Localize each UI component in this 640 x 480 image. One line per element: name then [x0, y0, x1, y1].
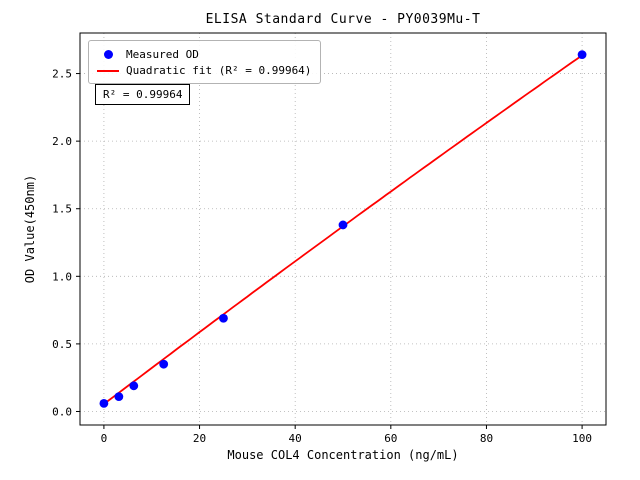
tick-labels: 0 20 40 60 80 100 0.0 0.5 1.0 1.5 2.0 2.5	[52, 68, 592, 445]
legend-label-quadratic-fit: Quadratic fit (R² = 0.99964)	[126, 63, 312, 77]
fit-line-icon	[97, 69, 119, 72]
axis-ticks	[76, 73, 583, 429]
x-tick-label: 40	[289, 432, 302, 445]
y-axis-label: OD Value(450nm)	[23, 174, 37, 284]
y-tick-label: 0.0	[52, 405, 72, 418]
legend: Measured OD Quadratic fit (R² = 0.99964)	[88, 40, 322, 84]
chart-title: ELISA Standard Curve - PY0039Mu-T	[205, 12, 481, 27]
legend-label-measured-od: Measured OD	[126, 47, 199, 61]
x-tick-label: 20	[193, 432, 206, 445]
measured-od-points	[99, 50, 587, 408]
x-axis-label: Mouse COL4 Concentration (ng/mL)	[227, 448, 459, 462]
legend-marker-line-wrap	[97, 64, 119, 77]
grid-lines	[80, 33, 606, 425]
measured-od-dot-icon	[103, 50, 113, 59]
y-tick-label: 2.5	[52, 68, 72, 81]
plot-frame	[79, 32, 607, 426]
quadratic-fit-line	[103, 54, 583, 405]
legend-marker-dot-wrap	[97, 48, 119, 61]
y-tick-label: 2.0	[52, 135, 72, 148]
r-squared-annotation: R² = 0.99964	[95, 84, 191, 105]
x-tick-label: 100	[572, 432, 592, 445]
x-tick-label: 0	[101, 432, 108, 445]
y-tick-label: 1.5	[52, 203, 72, 216]
legend-item-quadratic-fit: Quadratic fit (R² = 0.99964)	[97, 62, 311, 78]
y-tick-label: 1.0	[52, 270, 72, 283]
x-tick-label: 80	[480, 432, 493, 445]
x-tick-label: 60	[384, 432, 397, 445]
y-tick-label: 0.5	[52, 338, 72, 351]
legend-item-measured-od: Measured OD	[97, 46, 311, 62]
